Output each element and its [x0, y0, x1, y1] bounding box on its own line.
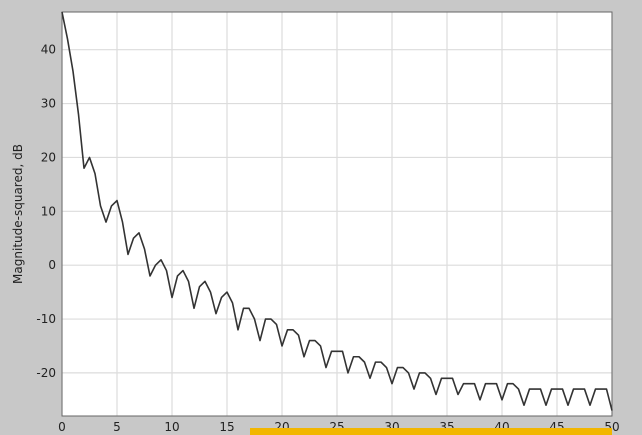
y-tick-label: 20 [41, 150, 56, 164]
series-line [61, 11, 613, 411]
x-tick-label: 5 [113, 420, 121, 434]
y-tick-label: 0 [48, 258, 56, 272]
x-tick-label: 15 [219, 420, 234, 434]
y-tick-label: 40 [41, 43, 56, 57]
y-axis-label: Magnitude-squared, dB [11, 144, 25, 284]
y-tick-label: -10 [36, 312, 56, 326]
y-tick-label: 30 [41, 97, 56, 111]
plot-border [61, 11, 613, 417]
accent-bar [250, 428, 612, 435]
x-tick-label: 10 [164, 420, 179, 434]
x-tick-label: 0 [58, 420, 66, 434]
y-tick-label: -20 [36, 366, 56, 380]
y-tick-label: 10 [41, 204, 56, 218]
